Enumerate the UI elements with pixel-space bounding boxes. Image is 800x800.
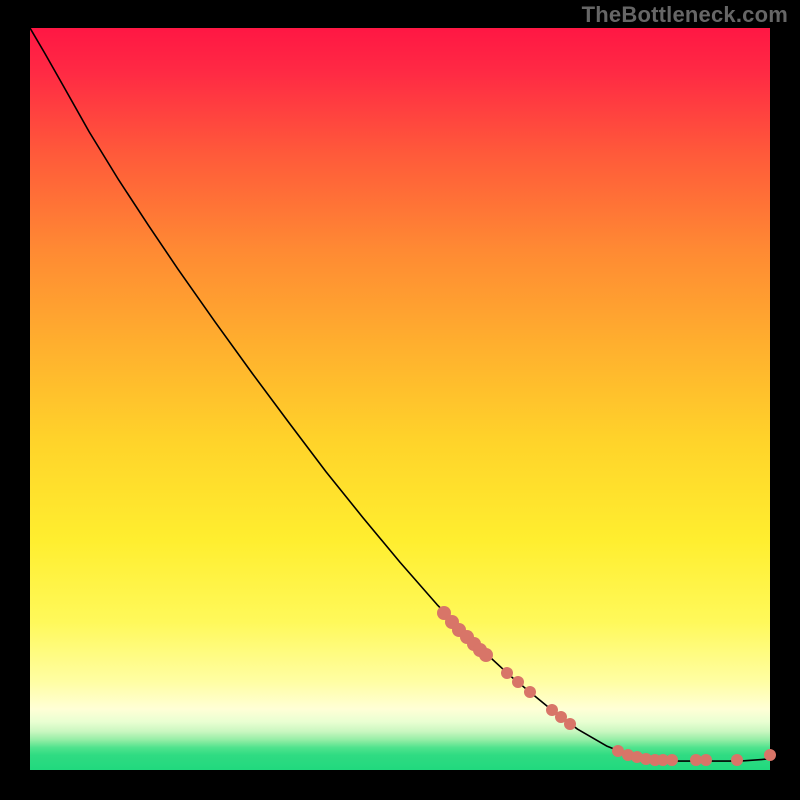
data-point: [631, 751, 643, 763]
chart-frame: TheBottleneck.com: [0, 0, 800, 800]
data-point: [460, 630, 474, 644]
data-point: [649, 754, 661, 766]
data-point: [452, 623, 466, 637]
data-point: [546, 704, 558, 716]
data-point: [524, 686, 536, 698]
data-point: [445, 615, 459, 629]
data-point: [612, 745, 624, 757]
data-point: [564, 718, 576, 730]
data-points-layer: [30, 28, 770, 770]
plot-area: [30, 28, 770, 770]
data-point: [731, 754, 743, 766]
data-point: [512, 676, 524, 688]
data-point: [764, 749, 776, 761]
data-point: [501, 667, 513, 679]
data-point: [555, 711, 567, 723]
data-point: [690, 754, 702, 766]
watermark-text: TheBottleneck.com: [582, 2, 788, 28]
data-point: [437, 606, 451, 620]
data-point: [657, 754, 669, 766]
data-point: [666, 754, 678, 766]
data-point: [700, 754, 712, 766]
data-point: [479, 648, 493, 662]
data-point: [467, 637, 481, 651]
data-point: [622, 749, 634, 761]
data-point: [473, 643, 487, 657]
data-point: [640, 753, 652, 765]
